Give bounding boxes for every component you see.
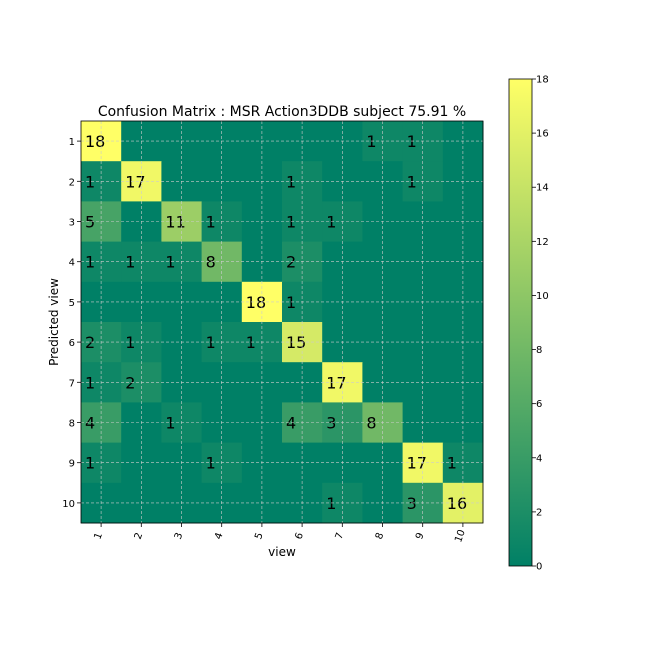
cell-value-label: 1: [85, 172, 95, 191]
colorbar-ticks: 0 2 4 6 8 10 12 14 16 18: [532, 75, 549, 573]
cell-value-label: 1: [286, 172, 296, 191]
cell-value-label: 1: [125, 333, 135, 352]
x-tick-label: 10: [453, 528, 468, 544]
x-axis-label: view: [268, 545, 296, 559]
y-tick-label: 4: [69, 258, 75, 269]
x-tick-label: 2: [133, 531, 146, 541]
cell-value-label: 8: [206, 253, 216, 272]
y-tick-label: 8: [69, 419, 75, 430]
y-axis-label: Predicted view: [47, 278, 61, 366]
colorbar-tick-label: 18: [536, 75, 549, 86]
cell-value-label: 1: [85, 373, 95, 392]
cell-value-label: 1: [165, 253, 175, 272]
y-tick-label: 6: [69, 338, 75, 349]
colorbar-tick-label: 12: [536, 237, 549, 248]
colorbar-tick-label: 16: [536, 129, 549, 140]
cell-value-label: 1: [326, 494, 336, 513]
chart-title: Confusion Matrix : MSR Action3DDB subjec…: [98, 104, 466, 120]
y-tick-label: 10: [62, 499, 75, 510]
colorbar-tick-label: 6: [536, 399, 542, 410]
cell-value-label: 11: [165, 213, 185, 232]
cell-value-label: 17: [407, 454, 427, 473]
heatmap-grid: [81, 121, 483, 523]
cell-value-label: 1: [85, 454, 95, 473]
cell-value-label: 1: [447, 454, 457, 473]
y-tick-label: 2: [69, 177, 75, 188]
x-ticks: 1 2 3 4 5 6 7 8 9 10: [92, 523, 468, 544]
cell-value-label: 1: [366, 132, 376, 151]
x-tick-label: 1: [92, 531, 105, 541]
x-tick-label: 8: [374, 531, 387, 541]
cell-value-label: 2: [85, 333, 95, 352]
y-tick-label: 5: [69, 298, 75, 309]
cell-value-label: 1: [407, 132, 417, 151]
colorbar-tick-label: 14: [536, 183, 549, 194]
x-tick-label: 7: [334, 531, 347, 541]
x-tick-label: 9: [414, 531, 427, 541]
cell-value-label: 1: [326, 213, 336, 232]
x-tick-label: 5: [253, 531, 266, 541]
plot-frame: [80, 120, 484, 524]
cell-value-label: 1: [206, 333, 216, 352]
x-tick-label: 3: [173, 531, 186, 541]
cell-value-label: 15: [286, 333, 306, 352]
cell-value-label: 17: [125, 172, 145, 191]
cell-value-label: 18: [85, 132, 105, 151]
cell-value-label: 1: [286, 293, 296, 312]
cell-value-label: 1: [165, 414, 175, 433]
cell-value-label: 1: [286, 213, 296, 232]
y-tick-label: 3: [69, 218, 75, 229]
cell-value-label: 1: [206, 454, 216, 473]
cell-value-label: 16: [447, 494, 467, 513]
cell-value-label: 1: [85, 253, 95, 272]
colorbar-tick-label: 0: [536, 562, 542, 573]
colorbar-tick-label: 2: [536, 507, 542, 518]
cell-value-label: 17: [326, 373, 346, 392]
cell-value-label: 1: [125, 253, 135, 272]
cell-value-label: 1: [246, 333, 256, 352]
cell-value-label: 4: [85, 414, 95, 433]
x-tick-label: 6: [293, 531, 306, 541]
cell-value-label: 2: [125, 373, 135, 392]
y-tick-label: 1: [69, 137, 75, 148]
y-tick-label: 9: [69, 459, 75, 470]
cell-value-label: 3: [326, 414, 336, 433]
cell-value-label: 4: [286, 414, 296, 433]
y-tick-label: 7: [69, 378, 75, 389]
cell-value-label: 3: [407, 494, 417, 513]
colorbar: [508, 78, 533, 567]
colorbar-tick-label: 4: [536, 453, 542, 464]
cell-value-label: 8: [366, 414, 376, 433]
cell-value-label: 1: [407, 172, 417, 191]
cell-value-label: 2: [286, 253, 296, 272]
cell-value-label: 18: [246, 293, 266, 312]
cell-value-label: 1: [206, 213, 216, 232]
y-ticks: 1 2 3 4 5 6 7 8 9 10: [62, 137, 81, 510]
cell-value-label: 5: [85, 213, 95, 232]
x-tick-label: 4: [213, 531, 226, 541]
colorbar-tick-label: 8: [536, 345, 542, 356]
colorbar-tick-label: 10: [536, 291, 549, 302]
